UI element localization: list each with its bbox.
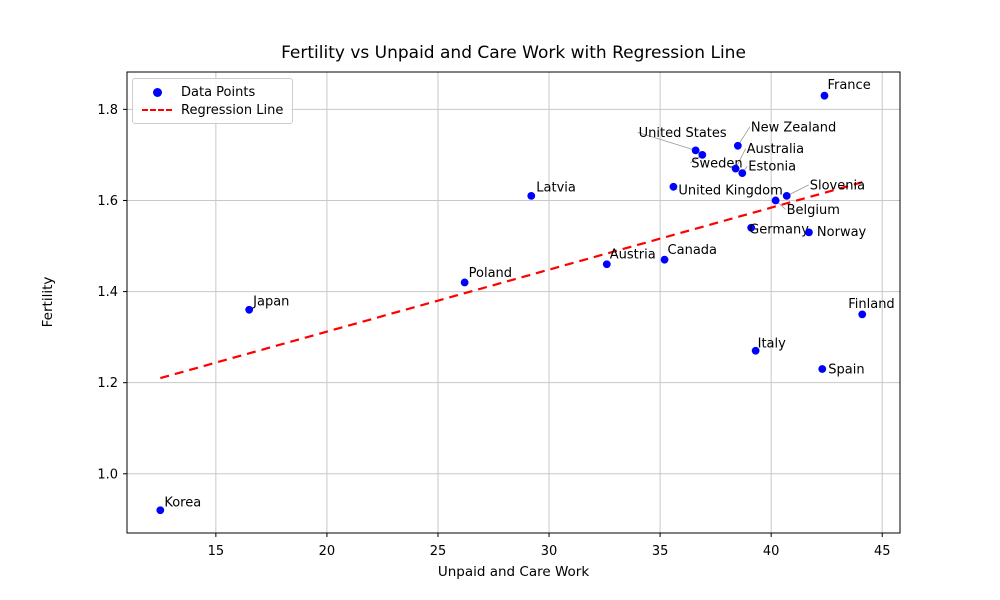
point-label-spain: Spain [828,363,864,378]
data-point-canada [660,255,669,264]
data-point-spain [818,365,827,373]
point-label-italy: Italy [758,336,787,351]
data-point-new-zealand [733,141,742,150]
data-point-estonia [738,169,747,178]
y-tick-label: 1.4 [97,285,118,300]
point-label-austria: Austria [610,248,656,263]
point-label-slovenia: Slovenia [810,178,865,193]
data-point-japan [245,305,254,314]
x-tick-label: 40 [763,544,780,559]
data-point-finland [858,310,867,319]
point-label-poland: Poland [469,266,512,281]
data-point-slovenia [782,192,791,200]
y-tick-label: 1.6 [97,194,118,209]
data-point-italy [751,346,760,355]
point-label-belgium: Belgium [787,203,840,218]
data-point-sweden [698,151,707,159]
point-label-france: France [827,78,870,93]
x-tick-label: 45 [874,544,891,559]
point-label-sweden: Sweden [691,156,742,171]
data-point-germany [747,223,756,232]
point-label-united-states: United States [639,126,727,141]
x-tick-label: 20 [319,544,336,559]
point-label-united-kingdom: United Kingdom [678,183,782,198]
data-point-poland [460,278,469,287]
point-label-australia: Australia [747,142,805,157]
point-label-korea: Korea [164,496,201,511]
data-point-austria [602,260,611,269]
y-tick-label: 1.8 [97,103,118,118]
data-point-united-kingdom [669,182,678,191]
data-point-korea [156,506,165,515]
point-label-latvia: Latvia [536,180,576,195]
x-tick-label: 35 [652,544,669,559]
y-tick-label: 1.2 [97,376,118,391]
chart-title: Fertility vs Unpaid and Care Work with R… [281,43,746,63]
x-tick-label: 25 [430,544,447,559]
point-label-finland: Finland [848,297,894,312]
dashed-line-icon [139,109,175,111]
data-point-belgium [771,196,780,205]
legend: Data Points Regression Line [132,78,293,124]
point-label-canada: Canada [668,243,717,258]
legend-label: Data Points [181,84,256,100]
data-point-united-states [691,146,700,155]
data-point-norway [805,228,813,237]
x-tick-label: 30 [541,544,558,559]
data-point-latvia [527,192,536,200]
legend-entry-regression-line: Regression Line [139,101,284,119]
legend-label: Regression Line [181,102,284,118]
point-label-japan: Japan [252,294,289,309]
point-label-norway: Norway [817,225,867,240]
data-point-france [820,91,829,100]
point-label-new-zealand: New Zealand [751,120,836,135]
legend-entry-data-points: Data Points [139,83,284,101]
scatter-dot-icon [139,87,175,97]
label-leader-line [637,131,696,151]
point-label-estonia: Estonia [748,160,796,175]
x-axis-label: Unpaid and Care Work [437,564,590,580]
data-point-australia [731,164,740,173]
regression-line [160,181,863,380]
point-label-germany: Germany [749,222,809,237]
label-leader-line [786,184,809,197]
y-tick-label: 1.0 [97,467,118,482]
axes-border [126,71,901,534]
x-tick-label: 15 [208,544,225,559]
